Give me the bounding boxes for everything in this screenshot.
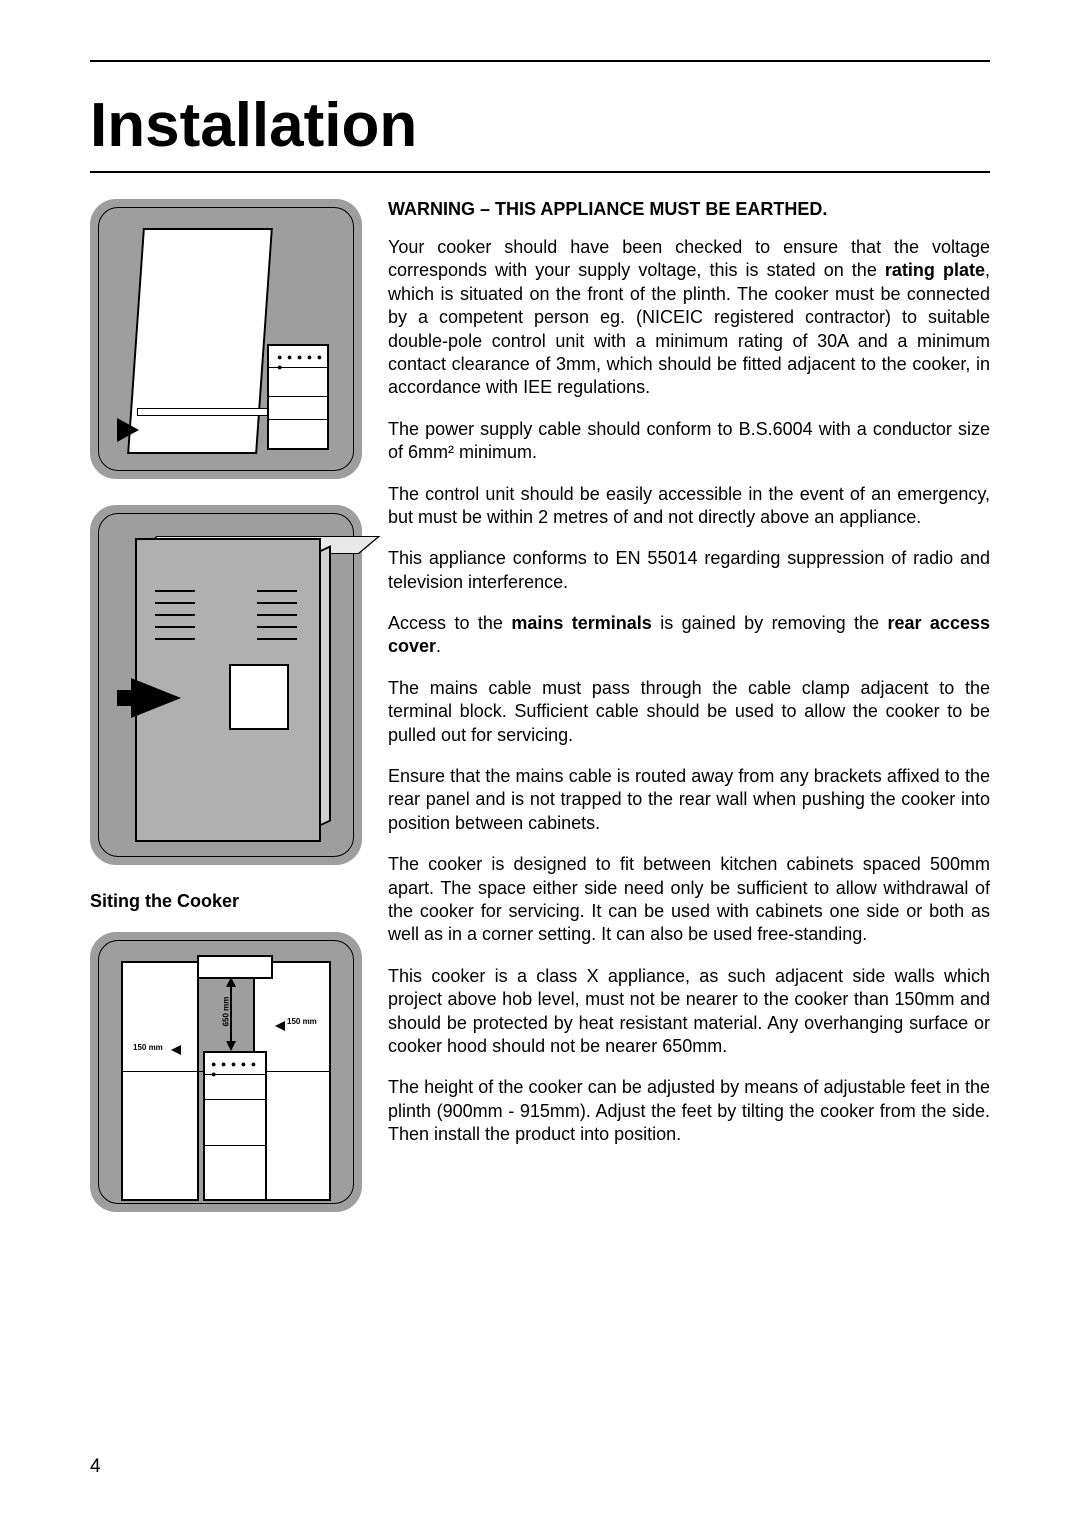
para-7: Ensure that the mains cable is routed aw… bbox=[388, 765, 990, 835]
siting-heading: Siting the Cooker bbox=[90, 891, 362, 912]
page-title: Installation bbox=[90, 90, 990, 161]
para-4: This appliance conforms to EN 55014 rega… bbox=[388, 547, 990, 594]
top-rule bbox=[90, 60, 990, 62]
illustration-rear-access bbox=[90, 505, 362, 865]
illustration-oven-front: ● ● ● ● ● ● bbox=[90, 199, 362, 479]
para-6: The mains cable must pass through the ca… bbox=[388, 677, 990, 747]
para-3: The control unit should be easily access… bbox=[388, 483, 990, 530]
dim-right-label: 150 mm bbox=[287, 1017, 317, 1026]
warning-heading: WARNING – THIS APPLIANCE MUST BE EARTHED… bbox=[388, 199, 990, 220]
title-rule bbox=[90, 171, 990, 173]
illustration-siting: ● ● ● ● ● ● 150 mm 150 mm 650 mm bbox=[90, 932, 362, 1212]
left-column: ● ● ● ● ● ● bbox=[90, 199, 362, 1238]
para-5: Access to the mains terminals is gained … bbox=[388, 612, 990, 659]
para-1: Your cooker should have been checked to … bbox=[388, 236, 990, 400]
dim-height-label: 650 mm bbox=[221, 997, 230, 1027]
dim-left-label: 150 mm bbox=[133, 1043, 163, 1052]
page-number: 4 bbox=[90, 1456, 101, 1478]
para-2: The power supply cable should conform to… bbox=[388, 418, 990, 465]
para-10: The height of the cooker can be adjusted… bbox=[388, 1076, 990, 1146]
content-area: ● ● ● ● ● ● bbox=[90, 199, 990, 1238]
right-column: WARNING – THIS APPLIANCE MUST BE EARTHED… bbox=[388, 199, 990, 1238]
para-8: The cooker is designed to fit between ki… bbox=[388, 853, 990, 947]
para-9: This cooker is a class X appliance, as s… bbox=[388, 965, 990, 1059]
